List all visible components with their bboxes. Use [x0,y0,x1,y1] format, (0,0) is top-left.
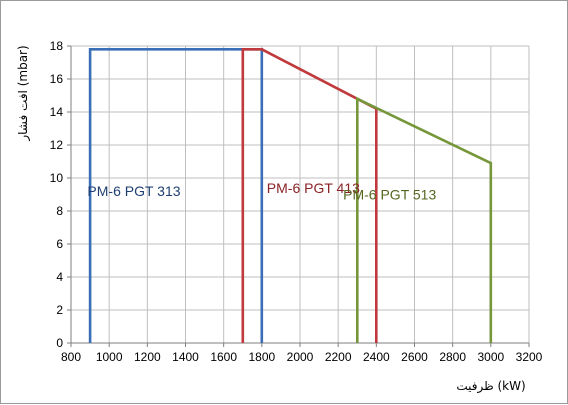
x-tick-label: 2000 [287,350,314,364]
series-label-2: PM-6 PGT 413 [267,180,360,196]
x-tick-label: 1000 [96,350,123,364]
series-line-3 [355,96,493,343]
x-tick-label: 1400 [172,350,199,364]
y-tick-label: 14 [50,105,64,119]
x-tick-label: 3200 [516,350,543,364]
x-tick-label: 800 [61,350,81,364]
y-tick-label: 4 [56,270,63,284]
x-tick-label: 2800 [439,350,466,364]
series-line-1 [88,47,264,343]
y-tick-label: 2 [56,303,63,317]
y-tick-labels: 0 2 4 6 8 10 12 14 16 18 [50,39,64,350]
x-tick-label: 1600 [210,350,237,364]
x-tick-label: 2400 [363,350,390,364]
x-tick-label: 1200 [134,350,161,364]
y-tick-label: 12 [50,138,64,152]
series-label-1: PM-6 PGT 313 [87,183,180,199]
axes [67,45,530,347]
y-tick-label: 0 [56,336,63,350]
series-line-2 [241,47,378,343]
x-tick-labels: 800 1000 1200 1400 1600 1800 2000 2200 2400 2600 2… [61,350,543,364]
x-tick-label: 2600 [401,350,428,364]
x-tick-label: 3000 [477,350,504,364]
y-tick-label: 6 [56,237,63,251]
series-lines [88,47,493,343]
x-axis-title: ظرفیت (kW) [456,379,525,394]
series-label-3: PM-6 PGT 513 [343,186,436,202]
y-tick-label: 18 [50,39,64,53]
x-tick-label: 2200 [325,350,352,364]
x-tick-label: 1800 [248,350,275,364]
y-tick-label: 10 [50,171,64,185]
y-axis-title: افت فشار (mbar) [16,45,31,141]
y-tick-label: 8 [56,204,63,218]
y-tick-label: 16 [50,72,64,86]
